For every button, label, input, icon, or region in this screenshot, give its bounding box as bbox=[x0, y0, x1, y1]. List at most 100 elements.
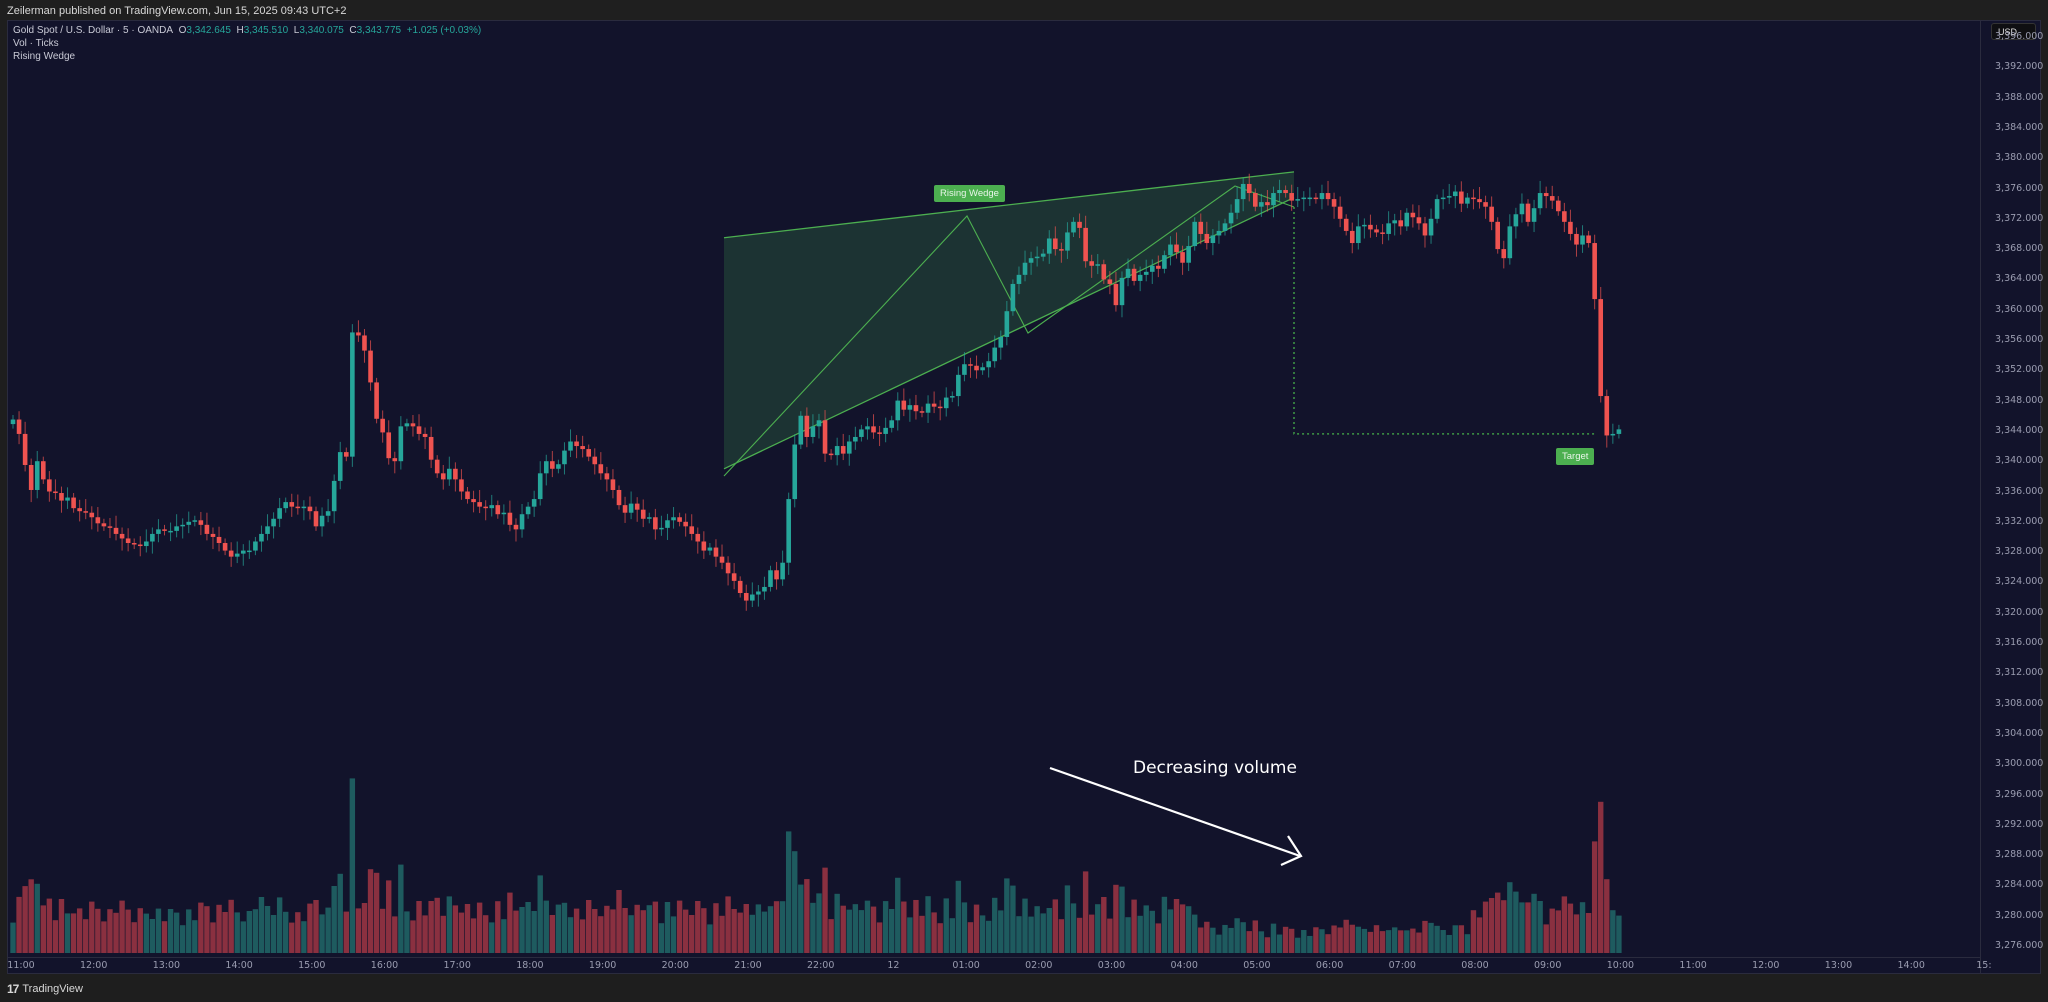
candle-body[interactable] bbox=[192, 520, 198, 522]
volume-bar[interactable] bbox=[1004, 878, 1010, 953]
volume-bar[interactable] bbox=[1591, 841, 1598, 953]
volume-bar[interactable] bbox=[1107, 918, 1113, 953]
candle-body[interactable] bbox=[1289, 193, 1294, 201]
volume-bar[interactable] bbox=[1252, 920, 1258, 953]
candle-body[interactable] bbox=[913, 405, 919, 412]
candle-body[interactable] bbox=[598, 464, 604, 474]
volume-bar[interactable] bbox=[58, 899, 65, 953]
volume-bar[interactable] bbox=[1398, 930, 1404, 953]
volume-bar[interactable] bbox=[1495, 892, 1501, 953]
time-axis[interactable] bbox=[7, 957, 1980, 975]
volume-bar[interactable] bbox=[840, 905, 846, 953]
volume-bar[interactable] bbox=[367, 869, 374, 953]
volume-bar[interactable] bbox=[337, 873, 343, 953]
candle-body[interactable] bbox=[1465, 197, 1470, 204]
candle-body[interactable] bbox=[737, 580, 743, 594]
volume-bar[interactable] bbox=[1167, 909, 1174, 953]
candle-body[interactable] bbox=[350, 332, 355, 457]
volume-bar[interactable] bbox=[1046, 908, 1052, 953]
volume-bar[interactable] bbox=[1537, 901, 1543, 953]
candle-body[interactable] bbox=[477, 502, 482, 507]
volume-bar[interactable] bbox=[1470, 910, 1477, 953]
candle-body[interactable] bbox=[319, 515, 325, 527]
candle-body[interactable] bbox=[653, 517, 658, 530]
volume-bar[interactable] bbox=[1119, 886, 1125, 953]
volume-bar[interactable] bbox=[955, 880, 962, 953]
candle-body[interactable] bbox=[222, 543, 228, 551]
candle-body[interactable] bbox=[28, 464, 34, 490]
decreasing-volume-note[interactable]: Decreasing volume bbox=[1133, 758, 1297, 778]
volume-bar[interactable] bbox=[452, 905, 459, 953]
candle-body[interactable] bbox=[1246, 183, 1252, 194]
candle-body[interactable] bbox=[410, 423, 416, 427]
candle-body[interactable] bbox=[1107, 279, 1113, 284]
volume-bar[interactable] bbox=[1228, 927, 1234, 953]
candle-body[interactable] bbox=[1537, 193, 1543, 209]
volume-bar[interactable] bbox=[1301, 930, 1307, 953]
volume-bar[interactable] bbox=[1501, 900, 1507, 953]
volume-bar[interactable] bbox=[173, 912, 180, 953]
candle-body[interactable] bbox=[634, 503, 640, 510]
candle-body[interactable] bbox=[895, 400, 901, 421]
candle-body[interactable] bbox=[1204, 233, 1210, 244]
volume-bar[interactable] bbox=[525, 902, 531, 953]
volume-bar[interactable] bbox=[767, 906, 774, 953]
volume-bar[interactable] bbox=[992, 897, 998, 953]
volume-bar[interactable] bbox=[852, 904, 859, 953]
candle-body[interactable] bbox=[1404, 212, 1410, 227]
candle-body[interactable] bbox=[501, 512, 507, 515]
volume-bar[interactable] bbox=[792, 851, 798, 953]
candle-body[interactable] bbox=[253, 541, 258, 551]
volume-bar[interactable] bbox=[313, 900, 319, 953]
volume-bar[interactable] bbox=[192, 920, 198, 953]
candle-body[interactable] bbox=[1568, 221, 1573, 234]
candle-body[interactable] bbox=[41, 461, 46, 480]
candle-body[interactable] bbox=[743, 593, 749, 601]
volume-bar[interactable] bbox=[52, 920, 59, 953]
candle-body[interactable] bbox=[1362, 224, 1367, 227]
volume-bar[interactable] bbox=[428, 901, 434, 953]
volume-bar[interactable] bbox=[1404, 930, 1410, 953]
volume-bar[interactable] bbox=[1337, 927, 1343, 953]
candle-body[interactable] bbox=[259, 533, 264, 542]
volume-bar[interactable] bbox=[882, 901, 889, 953]
candle-body[interactable] bbox=[610, 479, 616, 490]
volume-bar[interactable] bbox=[1598, 801, 1604, 953]
candle-body[interactable] bbox=[683, 521, 688, 527]
volume-bar[interactable] bbox=[355, 908, 362, 953]
volume-bar[interactable] bbox=[1555, 910, 1561, 953]
candle-body[interactable] bbox=[956, 374, 961, 397]
candle-body[interactable] bbox=[950, 396, 955, 398]
candle-body[interactable] bbox=[1113, 283, 1119, 306]
volume-bar[interactable] bbox=[967, 922, 974, 953]
candle-body[interactable] bbox=[792, 444, 798, 500]
volume-bar[interactable] bbox=[143, 913, 150, 953]
candle-body[interactable] bbox=[1022, 262, 1028, 275]
volume-bar[interactable] bbox=[1579, 902, 1586, 953]
volume-bar[interactable] bbox=[319, 914, 325, 953]
candle-body[interactable] bbox=[404, 423, 410, 427]
candle-body[interactable] bbox=[71, 497, 76, 509]
volume-bar[interactable] bbox=[1101, 897, 1107, 953]
candle-body[interactable] bbox=[1034, 256, 1040, 259]
volume-bar[interactable] bbox=[1458, 925, 1465, 953]
candle-body[interactable] bbox=[562, 450, 567, 465]
volume-bar[interactable] bbox=[210, 922, 216, 953]
volume-bar[interactable] bbox=[222, 912, 228, 953]
volume-bar[interactable] bbox=[416, 901, 422, 953]
candle-body[interactable] bbox=[1119, 277, 1125, 306]
volume-bar[interactable] bbox=[1258, 931, 1265, 953]
candle-body[interactable] bbox=[768, 570, 773, 587]
candle-body[interactable] bbox=[974, 365, 979, 371]
candle-body[interactable] bbox=[22, 433, 28, 465]
candle-body[interactable] bbox=[137, 544, 143, 547]
candle-body[interactable] bbox=[1065, 232, 1070, 251]
volume-bar[interactable] bbox=[1052, 899, 1059, 953]
volume-bar[interactable] bbox=[652, 901, 659, 953]
wedge-upper-line[interactable] bbox=[723, 171, 1295, 239]
volume-bar[interactable] bbox=[392, 916, 398, 953]
volume-bar[interactable] bbox=[870, 906, 877, 953]
volume-bar[interactable] bbox=[1604, 879, 1610, 953]
volume-bar[interactable] bbox=[1270, 923, 1277, 953]
rising-wedge-label[interactable]: Rising Wedge bbox=[934, 185, 1005, 202]
